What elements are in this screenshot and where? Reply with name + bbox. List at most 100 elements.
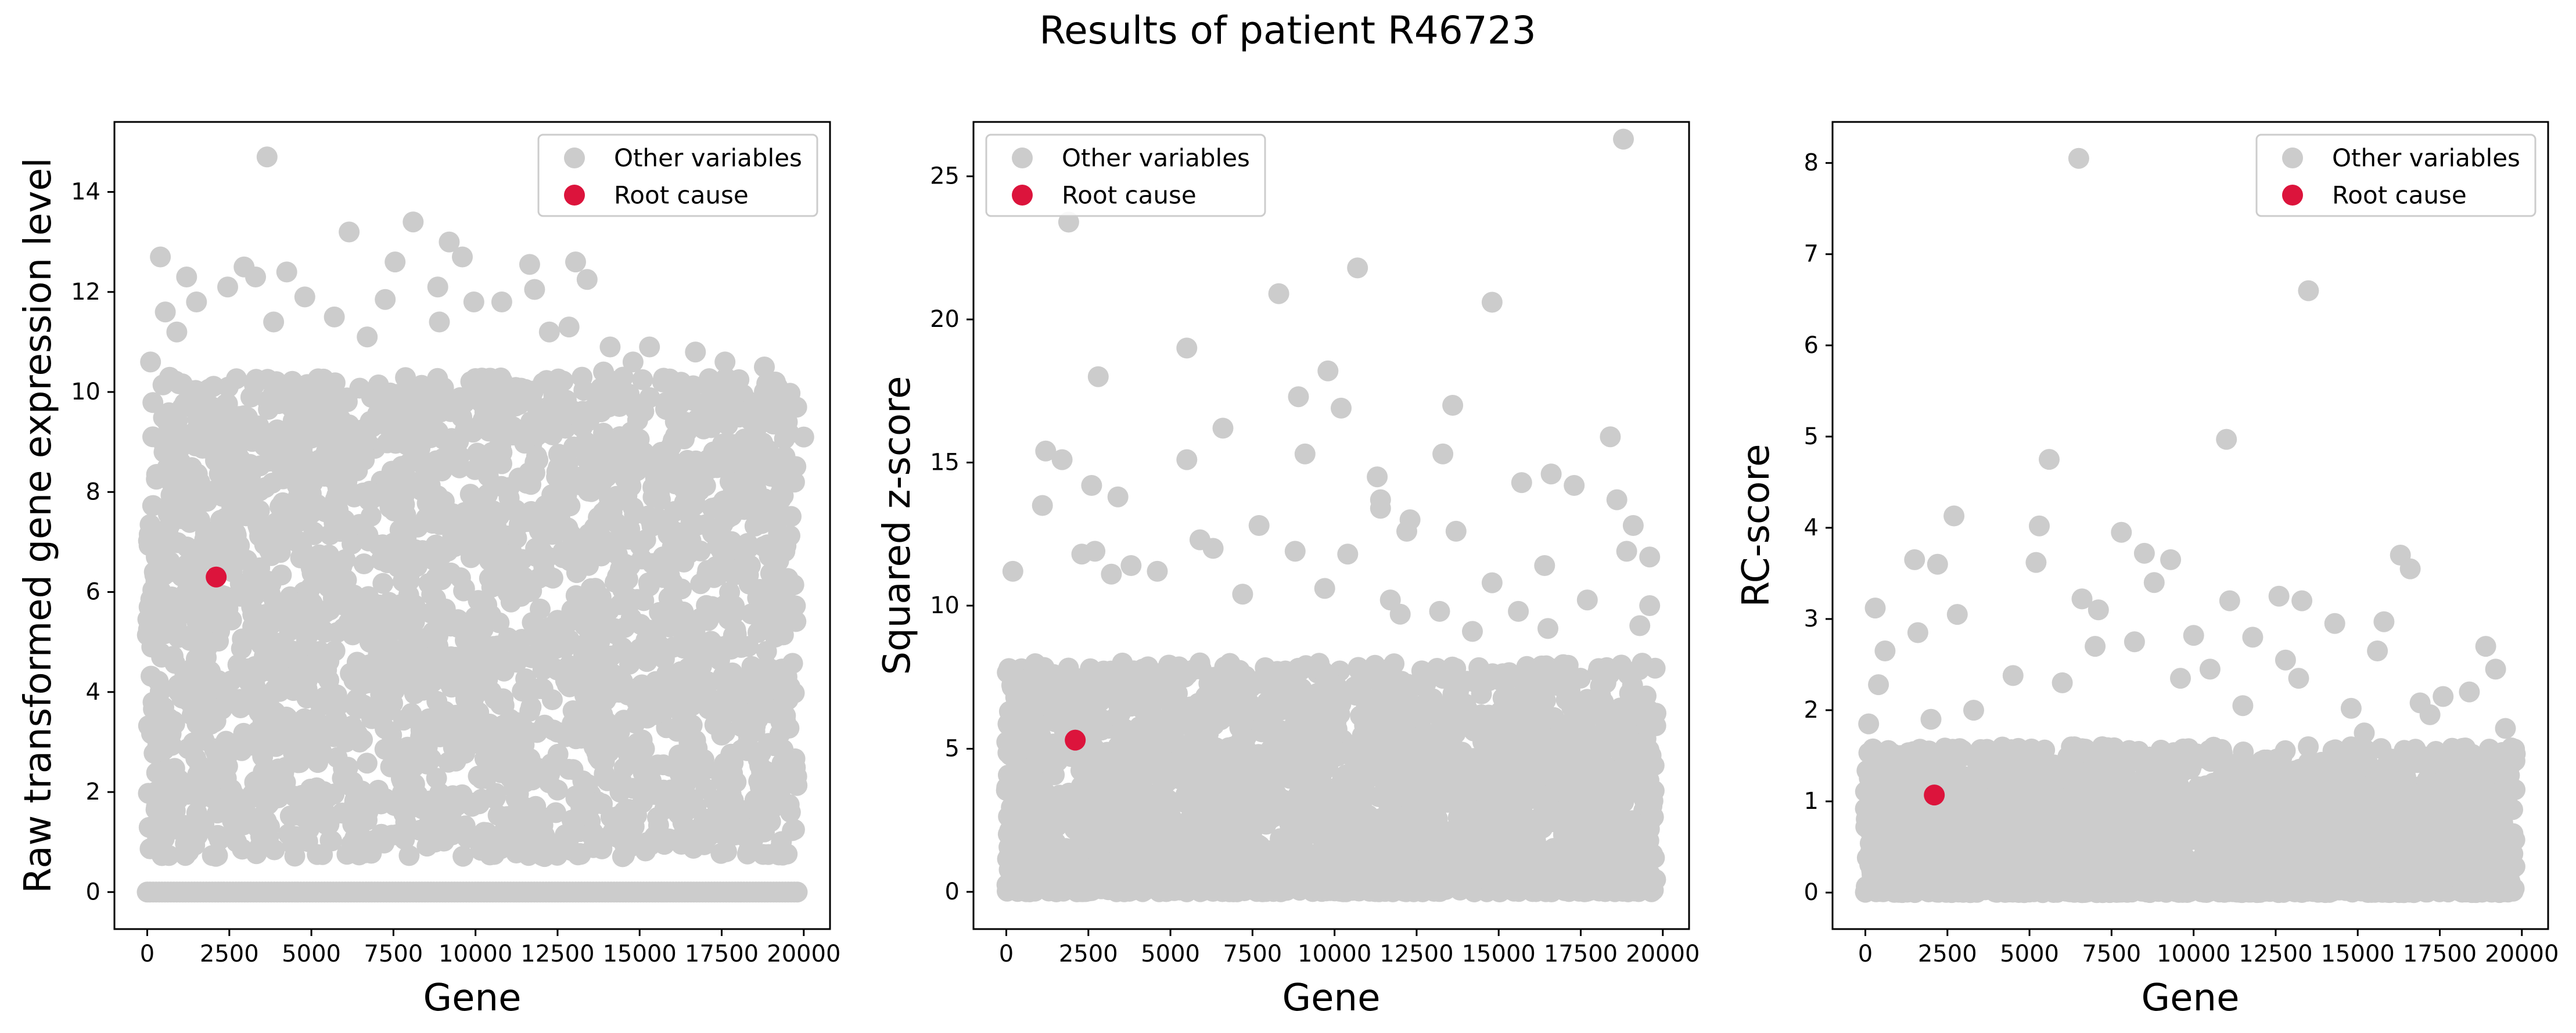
point-other xyxy=(385,251,406,273)
point-other-bulk xyxy=(305,420,326,441)
y-tick-label: 8 xyxy=(86,478,100,505)
point-other-bulk xyxy=(515,771,536,793)
point-other-bulk xyxy=(393,802,415,824)
point-other-bulk xyxy=(638,575,660,597)
point-other-bulk xyxy=(517,645,538,667)
point-other-bulk xyxy=(613,757,635,779)
point-other-bulk xyxy=(533,641,555,663)
point-other-bulk xyxy=(214,507,236,529)
point-other-bulk xyxy=(389,604,411,625)
panel-squared-z-score: 0 2500 5000 7500 10000 12500 15000 17500 2000005… xyxy=(876,121,1700,1020)
point-other-bulk xyxy=(240,386,261,408)
point-other-bulk xyxy=(221,561,243,582)
point-other-bulk xyxy=(546,466,567,488)
point-other-bulk xyxy=(630,614,651,635)
point-other-bulk xyxy=(345,663,367,685)
point-other-bulk xyxy=(227,654,249,675)
point-other xyxy=(245,267,266,287)
point-other xyxy=(558,316,580,338)
point-other-bulk xyxy=(682,789,703,810)
point-other-bulk xyxy=(252,746,274,768)
point-other-bulk xyxy=(521,465,542,486)
point-other-bulk xyxy=(707,535,728,556)
point-other-bulk xyxy=(604,816,626,838)
point-other-bulk xyxy=(324,640,346,661)
point-other-bulk xyxy=(556,674,578,695)
point-other-bulk xyxy=(477,668,498,690)
point-other-bulk xyxy=(499,384,520,405)
x-axis-label: Gene xyxy=(423,977,522,1020)
point-other-bulk xyxy=(446,795,468,816)
point-other-bulk xyxy=(174,430,195,452)
point-other-bulk xyxy=(728,369,750,390)
point-other-bulk xyxy=(556,401,577,422)
point-other-bulk xyxy=(137,609,159,630)
point-other-bulk xyxy=(722,820,743,842)
point-other-bulk xyxy=(315,724,337,745)
point-other-bulk xyxy=(631,729,653,751)
point-other-bulk xyxy=(241,596,263,618)
point-other-bulk xyxy=(545,802,566,823)
point-other-bulk xyxy=(412,730,434,752)
y-tick-label: 14 xyxy=(71,179,100,206)
point-other-bulk xyxy=(664,501,685,522)
point-other-bulk xyxy=(407,556,428,577)
point-other-bulk xyxy=(728,805,749,826)
point-other xyxy=(324,306,345,327)
y-tick-label: 6 xyxy=(86,579,100,606)
point-other-bulk xyxy=(445,646,466,668)
point-other-bulk xyxy=(316,660,337,681)
legend-root-cause-label: Root cause xyxy=(614,181,749,210)
point-other-bulk xyxy=(626,691,648,712)
point-other-bulk xyxy=(696,417,718,438)
point-other-bulk xyxy=(358,489,380,511)
point-other-bulk xyxy=(290,510,311,532)
point-other-bulk xyxy=(427,792,449,814)
point-other-bulk xyxy=(437,447,458,468)
point-other xyxy=(593,361,615,383)
scatter-points xyxy=(996,128,1666,902)
point-other-bulk xyxy=(612,637,633,658)
point-other-bulk xyxy=(142,426,163,448)
point-other-bulk xyxy=(378,624,400,645)
point-other-bulk xyxy=(698,610,719,631)
point-other-bulk xyxy=(146,469,167,490)
point-other xyxy=(276,261,297,283)
point-other xyxy=(519,254,540,275)
point-other-bulk xyxy=(284,845,306,867)
point-other-bulk xyxy=(178,678,199,699)
point-other-bulk xyxy=(581,402,603,424)
point-other xyxy=(565,251,586,273)
point-other-bulk xyxy=(773,573,795,595)
point-other-bulk xyxy=(382,693,403,714)
point-other-bulk xyxy=(401,703,422,724)
point-other-bulk xyxy=(323,561,344,582)
point-other-bulk xyxy=(620,476,642,497)
point-other-bulk xyxy=(367,387,389,409)
point-other-bulk xyxy=(602,663,623,685)
point-other-bulk xyxy=(398,845,420,866)
point-other-bulk xyxy=(426,690,448,712)
point-other-bulk xyxy=(193,814,215,835)
point-other-bulk xyxy=(649,556,671,577)
point-other-bulk xyxy=(619,653,640,675)
point-other-bulk xyxy=(156,411,178,432)
point-other-bulk xyxy=(1230,708,1251,730)
point-other-bulk xyxy=(582,822,603,843)
point-other-bulk xyxy=(178,778,200,799)
point-other-bulk xyxy=(179,380,201,401)
point-other-bulk xyxy=(1442,683,1464,705)
point-other-bulk xyxy=(268,383,289,405)
point-other xyxy=(622,351,644,373)
point-other-bulk xyxy=(349,727,370,748)
point-other-bulk xyxy=(409,819,430,841)
point-other-bulk xyxy=(383,430,405,451)
point-other-bulk xyxy=(421,584,443,605)
legend-other-variables-marker xyxy=(564,147,585,168)
point-other-bulk xyxy=(656,395,677,417)
point-other-bulk xyxy=(685,450,707,471)
point-other-bulk xyxy=(706,705,727,726)
point-other-bulk xyxy=(463,383,484,404)
point-other-bulk xyxy=(226,368,247,390)
point-other-bulk xyxy=(526,445,547,467)
